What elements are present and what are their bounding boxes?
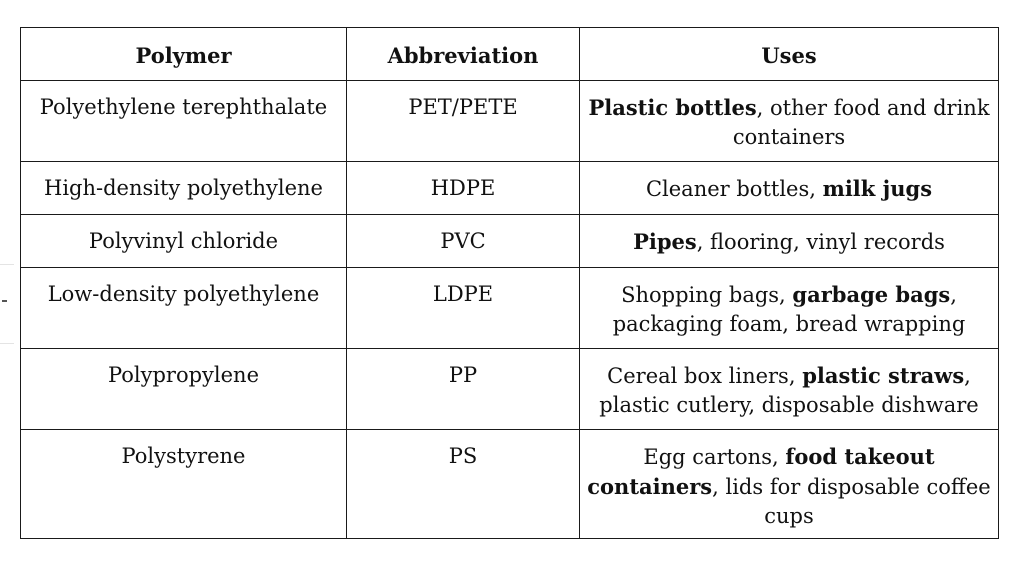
edge-rule-top — [0, 264, 14, 265]
uses-text: Shopping bags, — [621, 283, 793, 307]
cell-polymer: Polyvinyl chloride — [20, 214, 347, 268]
edge-rule-bottom — [0, 343, 14, 344]
table-row: Polyethylene terephthalate PET/PETE Plas… — [20, 80, 999, 162]
header-polymer: Polymer — [20, 27, 347, 81]
cell-uses: Pipes, flooring, vinyl records — [579, 214, 999, 268]
table-row: Polystyrene PS Egg cartons, food takeout… — [20, 429, 999, 539]
cell-uses: Shopping bags, garbage bags, packaging f… — [579, 267, 999, 349]
table-row: Low-density polyethylene LDPE Shopping b… — [20, 267, 999, 349]
table-row: High-density polyethylene HDPE Cleaner b… — [20, 161, 999, 215]
uses-bold-text: garbage bags — [792, 282, 951, 307]
table-row: Polyvinyl chloride PVC Pipes, flooring, … — [20, 214, 999, 268]
cell-polymer: Polystyrene — [20, 429, 347, 539]
uses-text: , other food and drink containers — [732, 96, 990, 149]
uses-bold-text: food takeout containers — [587, 444, 935, 499]
cell-abbreviation: PVC — [346, 214, 580, 268]
cell-abbreviation: LDPE — [346, 267, 580, 349]
cell-abbreviation: HDPE — [346, 161, 580, 215]
uses-text: , lids for disposable coffee cups — [712, 475, 991, 528]
uses-text: , flooring, vinyl records — [696, 230, 945, 254]
cell-uses: Cereal box liners, plastic straws, plast… — [579, 348, 999, 430]
cell-abbreviation: PS — [346, 429, 580, 539]
cell-polymer: Polypropylene — [20, 348, 347, 430]
edge-tick-mark — [2, 300, 7, 302]
cell-abbreviation: PP — [346, 348, 580, 430]
polymer-table-container: Polymer Abbreviation Uses Polyethylene t… — [20, 27, 999, 539]
cell-polymer: Polyethylene terephthalate — [20, 80, 347, 162]
uses-bold-text: milk jugs — [822, 176, 933, 201]
uses-text: Cereal box liners, — [607, 364, 803, 388]
table-row: Polypropylene PP Cereal box liners, plas… — [20, 348, 999, 430]
uses-text: , plastic cutlery, disposable dishware — [599, 364, 979, 417]
uses-bold-text: plastic straws — [802, 363, 965, 388]
uses-text: , packaging foam, bread wrapping — [612, 283, 966, 336]
cell-polymer: Low-density polyethylene — [20, 267, 347, 349]
table-header-row: Polymer Abbreviation Uses — [20, 27, 999, 81]
uses-bold-text: Pipes — [633, 229, 697, 254]
cell-uses: Egg cartons, food takeout containers, li… — [579, 429, 999, 539]
uses-bold-text: Plastic bottles — [588, 95, 757, 120]
header-abbreviation: Abbreviation — [346, 27, 580, 81]
uses-text: Egg cartons, — [643, 445, 786, 469]
cell-uses: Cleaner bottles, milk jugs — [579, 161, 999, 215]
uses-text: Cleaner bottles, — [645, 177, 823, 201]
cell-polymer: High-density polyethylene — [20, 161, 347, 215]
polymer-table: Polymer Abbreviation Uses Polyethylene t… — [20, 27, 999, 539]
cell-abbreviation: PET/PETE — [346, 80, 580, 162]
cell-uses: Plastic bottles, other food and drink co… — [579, 80, 999, 162]
header-uses: Uses — [579, 27, 999, 81]
